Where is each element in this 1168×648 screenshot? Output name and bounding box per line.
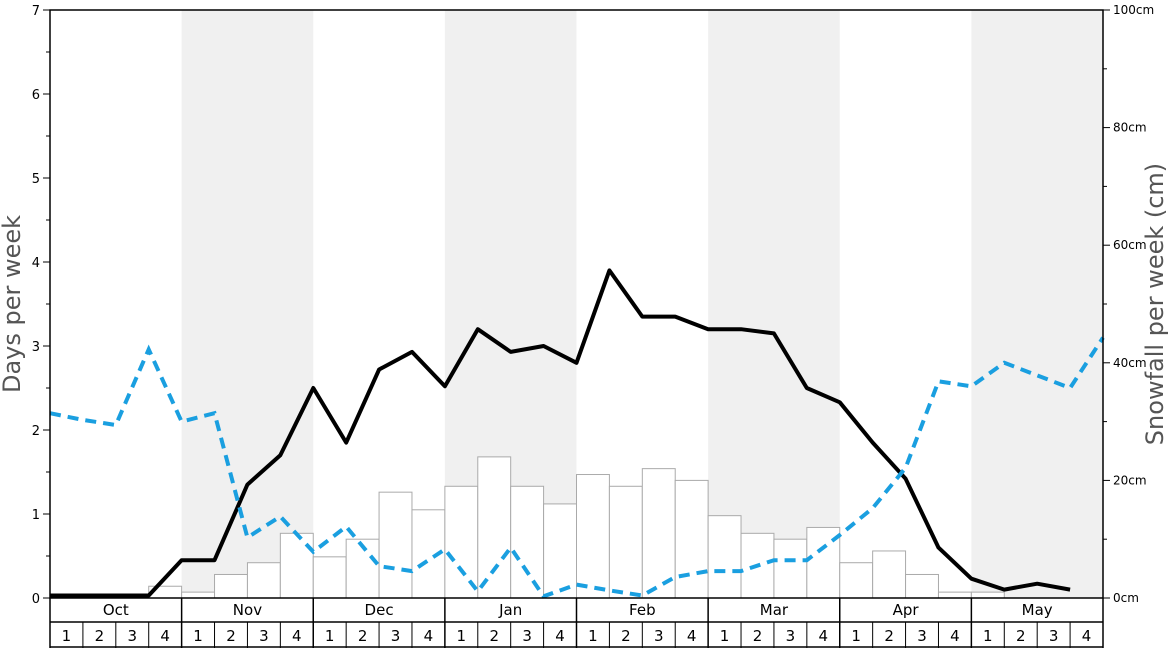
week-label: 2 bbox=[358, 627, 368, 645]
left-tick-label: 4 bbox=[32, 256, 40, 271]
snowfall-bar bbox=[937, 591, 972, 599]
snowfall-bar bbox=[444, 485, 479, 599]
week-label: 4 bbox=[1082, 627, 1092, 645]
snowfall-bar bbox=[214, 573, 248, 599]
snowfall-bar bbox=[246, 562, 281, 599]
right-tick-label: 80cm bbox=[1113, 121, 1147, 135]
month-week-axis: Oct 1 2 3 4 Nov 1 2 3 4 Dec 1 2 3 4 Jan 1 2 3 4 Feb 1 2 3 4 Mar 1 2… bbox=[49, 598, 1104, 648]
snowfall-bar bbox=[872, 550, 907, 599]
snowfall-bar bbox=[181, 591, 216, 599]
right-tick-label: 0cm bbox=[1113, 591, 1139, 605]
week-label: 4 bbox=[292, 627, 302, 645]
y2-axis-label: Snowfall per week (cm) bbox=[1141, 163, 1168, 445]
right-tick-label: 100cm bbox=[1113, 3, 1154, 17]
snowfall-bar bbox=[839, 562, 874, 599]
snowfall-bar bbox=[279, 532, 314, 599]
week-label: 2 bbox=[489, 627, 499, 645]
left-tick-label: 6 bbox=[32, 88, 40, 103]
week-label: 3 bbox=[917, 627, 927, 645]
right-tick-label: 20cm bbox=[1113, 473, 1147, 487]
snowfall-bar bbox=[378, 491, 413, 599]
week-label: 1 bbox=[457, 627, 467, 645]
month-label: May bbox=[1022, 601, 1053, 619]
week-label: 3 bbox=[654, 627, 664, 645]
dashed-days-line bbox=[49, 336, 1105, 599]
month-label: Apr bbox=[893, 601, 920, 619]
snowfall-bar bbox=[312, 556, 347, 599]
week-label: 4 bbox=[687, 627, 697, 645]
right-axis: 0cm 20cm 40cm 60cm 80cm 100cm bbox=[1103, 3, 1154, 605]
week-label: 3 bbox=[522, 627, 532, 645]
week-label: 2 bbox=[1016, 627, 1026, 645]
week-label: 1 bbox=[325, 627, 335, 645]
left-tick-label: 3 bbox=[32, 340, 40, 355]
right-tick-label: 40cm bbox=[1113, 356, 1147, 370]
left-tick-label: 0 bbox=[32, 592, 40, 607]
week-label: 4 bbox=[424, 627, 434, 645]
week-label: 2 bbox=[753, 627, 763, 645]
week-label: 2 bbox=[884, 627, 894, 645]
week-label: 3 bbox=[259, 627, 269, 645]
week-label: 3 bbox=[1049, 627, 1059, 645]
snowfall-bar bbox=[510, 485, 545, 599]
y-axis-label: Days per week bbox=[0, 215, 26, 393]
left-tick-label: 7 bbox=[32, 4, 40, 19]
month-label: Jan bbox=[498, 601, 522, 619]
week-label: 3 bbox=[391, 627, 401, 645]
left-axis: 0 1 2 3 4 5 6 7 bbox=[32, 4, 50, 607]
snowfall-bar bbox=[576, 474, 610, 599]
week-label: 1 bbox=[588, 627, 598, 645]
series-lines bbox=[49, 268, 1105, 599]
snowfall-bar bbox=[543, 503, 577, 599]
snowfall-bar bbox=[773, 538, 808, 599]
snowfall-bars bbox=[148, 456, 1005, 599]
week-label: 4 bbox=[819, 627, 829, 645]
snowfall-bar bbox=[608, 485, 643, 599]
right-tick-label: 60cm bbox=[1113, 238, 1147, 252]
snowfall-bar bbox=[674, 479, 709, 599]
left-tick-label: 1 bbox=[32, 508, 40, 523]
left-tick-label: 5 bbox=[32, 172, 40, 187]
left-tick-label: 2 bbox=[32, 424, 40, 439]
week-label: 4 bbox=[555, 627, 565, 645]
month-label: Feb bbox=[629, 601, 656, 619]
month-band-mar bbox=[708, 10, 840, 598]
week-label: 1 bbox=[851, 627, 861, 645]
snowfall-bar bbox=[970, 591, 1005, 599]
month-bands bbox=[181, 10, 1103, 598]
week-label: 2 bbox=[226, 627, 236, 645]
week-label: 4 bbox=[160, 627, 170, 645]
week-label: 2 bbox=[621, 627, 631, 645]
week-label: 1 bbox=[720, 627, 730, 645]
week-label: 2 bbox=[95, 627, 105, 645]
week-label: 1 bbox=[193, 627, 203, 645]
month-label: Oct bbox=[103, 601, 129, 619]
snowfall-bar bbox=[707, 515, 742, 599]
snowfall-bar bbox=[477, 456, 512, 599]
month-band-may bbox=[971, 10, 1103, 598]
month-band-nov bbox=[181, 10, 314, 598]
week-label: 1 bbox=[62, 627, 72, 645]
month-label: Mar bbox=[760, 601, 789, 619]
snowfall-bar bbox=[905, 573, 939, 599]
month-label: Dec bbox=[365, 601, 394, 619]
week-label: 4 bbox=[950, 627, 960, 645]
week-label: 3 bbox=[127, 627, 137, 645]
month-label: Nov bbox=[233, 601, 262, 619]
week-label: 1 bbox=[983, 627, 993, 645]
week-label: 3 bbox=[786, 627, 796, 645]
